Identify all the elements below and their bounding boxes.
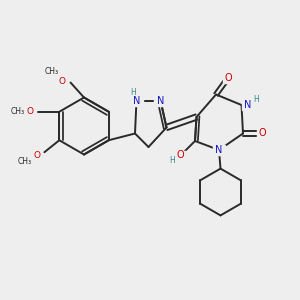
Bar bbox=[129, 88, 138, 96]
Bar bbox=[10, 107, 26, 116]
Bar bbox=[242, 100, 255, 110]
Text: O: O bbox=[224, 73, 232, 83]
Text: H: H bbox=[130, 88, 136, 97]
Text: O: O bbox=[58, 76, 66, 85]
Bar bbox=[154, 95, 166, 106]
Bar bbox=[257, 129, 268, 138]
Text: N: N bbox=[157, 95, 164, 106]
Text: H: H bbox=[169, 156, 175, 165]
Text: H: H bbox=[254, 95, 260, 104]
Bar bbox=[43, 68, 60, 76]
Bar bbox=[57, 76, 68, 85]
Bar bbox=[170, 151, 187, 161]
Bar bbox=[252, 96, 261, 104]
Bar bbox=[223, 74, 233, 82]
Bar bbox=[130, 95, 142, 106]
Text: O: O bbox=[33, 151, 40, 160]
Text: N: N bbox=[244, 100, 252, 110]
Bar bbox=[16, 157, 33, 166]
Text: O: O bbox=[26, 107, 33, 116]
Bar bbox=[32, 151, 42, 160]
Text: N: N bbox=[133, 95, 140, 106]
Text: CH₃: CH₃ bbox=[18, 157, 32, 166]
Bar bbox=[165, 158, 176, 166]
Text: CH₃: CH₃ bbox=[44, 68, 59, 76]
Text: O: O bbox=[259, 128, 266, 139]
Text: CH₃: CH₃ bbox=[11, 107, 25, 116]
Text: O: O bbox=[176, 149, 184, 160]
Bar bbox=[25, 107, 35, 116]
Bar bbox=[213, 145, 225, 155]
Text: N: N bbox=[215, 145, 223, 155]
